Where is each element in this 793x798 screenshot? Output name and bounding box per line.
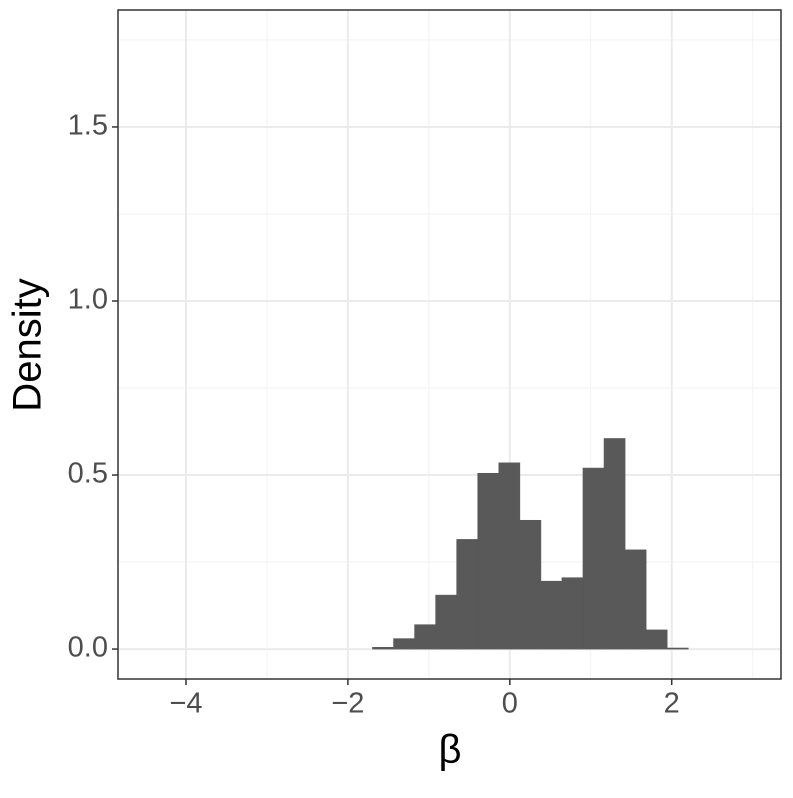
bar <box>582 467 605 650</box>
bar <box>477 472 500 650</box>
bar <box>372 647 394 650</box>
y-axis-label: Density <box>6 278 50 411</box>
plot-border <box>117 9 782 680</box>
x-axis-label: β <box>438 728 461 772</box>
bar <box>624 549 647 650</box>
x-tick-label: 0 <box>502 688 518 720</box>
x-tick-label: −4 <box>169 688 202 720</box>
y-tick-label: 1.0 <box>68 284 108 316</box>
bar <box>414 624 436 650</box>
y-tick-label: 0.5 <box>68 458 108 490</box>
bar <box>519 519 542 650</box>
y-tick-label: 1.5 <box>68 110 108 142</box>
bar <box>666 647 689 650</box>
bar <box>498 462 521 650</box>
x-tick-label: 2 <box>664 688 680 720</box>
bar <box>456 539 479 650</box>
bar <box>393 638 415 650</box>
bar <box>540 580 563 650</box>
bar <box>435 594 458 650</box>
bar <box>645 629 668 650</box>
y-tick-label: 0.0 <box>68 632 108 664</box>
bar <box>603 438 626 650</box>
bar <box>561 577 584 650</box>
x-tick-label: −2 <box>331 688 364 720</box>
plot-background <box>118 10 781 679</box>
